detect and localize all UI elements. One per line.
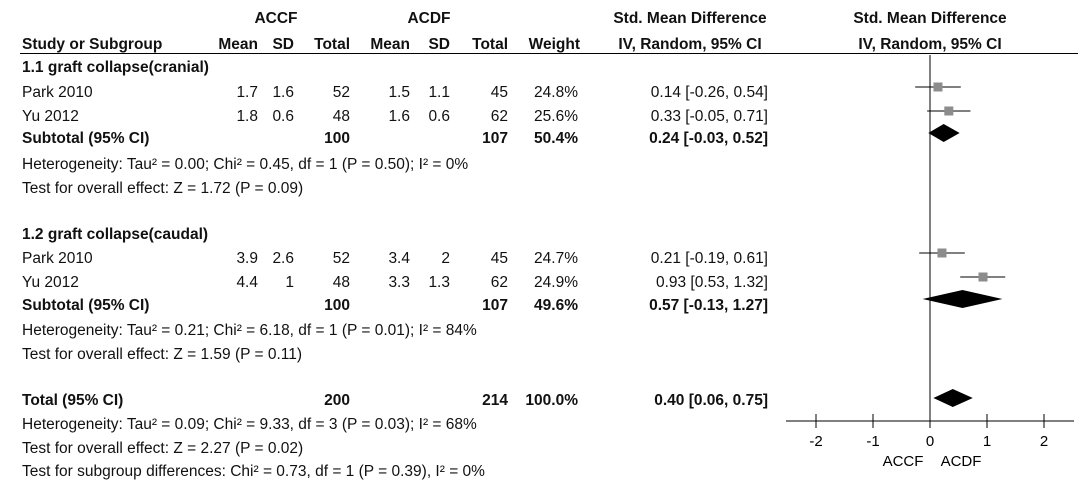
x-tick-label: 2 bbox=[1040, 433, 1048, 450]
x-tick-label: -2 bbox=[809, 433, 822, 450]
study-marker bbox=[937, 249, 946, 258]
x-tick-label: 1 bbox=[983, 433, 991, 450]
pooled-diamond bbox=[933, 389, 972, 407]
pooled-diamond bbox=[928, 124, 959, 142]
direction-label-left: ACCF bbox=[883, 453, 924, 470]
study-marker bbox=[979, 273, 988, 282]
direction-label-right: ACDF bbox=[941, 453, 982, 470]
x-tick-label: 0 bbox=[926, 433, 934, 450]
pooled-diamond bbox=[923, 290, 1003, 308]
study-marker bbox=[933, 83, 942, 92]
study-marker bbox=[944, 107, 953, 116]
x-tick-label: -1 bbox=[866, 433, 879, 450]
